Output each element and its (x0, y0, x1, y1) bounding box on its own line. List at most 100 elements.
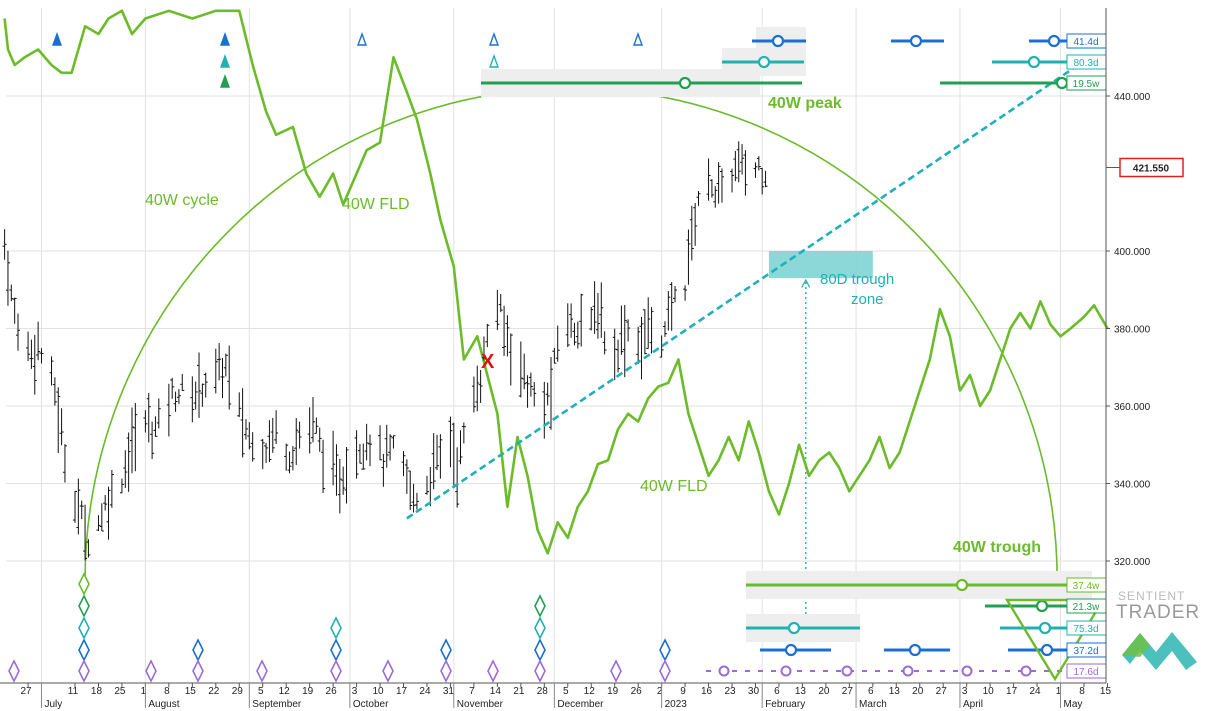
trough-diamond-icon (256, 659, 268, 683)
y-tick-label: 320.000 (1114, 557, 1151, 568)
x-tick-label: 22 (208, 686, 220, 697)
x-tick-label: 10 (983, 686, 995, 697)
brand-line-1: SENTIENT (1118, 589, 1185, 603)
trough-diamond-icon (8, 659, 20, 683)
phase-line-green-circle-icon (1035, 599, 1049, 613)
cycle-length-label: 37.4w (1073, 581, 1100, 592)
x-tick-label: 12 (584, 686, 596, 697)
x-tick-label: 8 (1079, 686, 1085, 697)
peak-triangle-icon (220, 53, 230, 68)
axes: 320.000 340.000 360.000 380.000 400.000 440.0… (0, 8, 1184, 710)
trough-diamond-icon (534, 616, 546, 640)
x-tick-label: 13 (795, 686, 807, 697)
trough-projection-triangle (1004, 598, 1106, 682)
cycle-length-label: 41.4d (1073, 37, 1098, 48)
fld-label-upper: 40W FLD (342, 196, 410, 213)
peak-triangle-icon (52, 31, 62, 46)
x-tick-label: 31 (443, 686, 455, 697)
peak-triangle-icon (357, 31, 367, 46)
x-tick-label: 11 (68, 686, 79, 697)
x-tick-label: 26 (326, 686, 338, 697)
peak-label: 40W peak (768, 95, 842, 112)
phase-line-teal-circle-icon (757, 55, 771, 69)
phase-circle-purple-icon (902, 665, 914, 677)
cycle-label: 40W cycle (145, 192, 219, 209)
month-label: July (44, 699, 62, 710)
trough-zone-label: 80D trough (820, 271, 894, 288)
y-tick-label: 400.000 (1114, 247, 1151, 258)
trough-diamond-icon (534, 594, 546, 618)
phase-line-blue-circle-icon (1047, 34, 1061, 48)
x-tick-label: 13 (889, 686, 901, 697)
x-tick-label: 1 (141, 686, 147, 697)
x-tick-label: 25 (114, 686, 126, 697)
phase-line-blue-circle-icon (784, 643, 798, 657)
trough-zone (768, 251, 873, 620)
peak-triangle-icon (633, 31, 643, 46)
x-tick-label: 21 (513, 686, 525, 697)
trough-diamond-icon (659, 659, 671, 683)
trough-diamond-icon (487, 659, 499, 683)
x-tick-label: 27 (936, 686, 948, 697)
x-tick-label: 20 (912, 686, 924, 697)
phase-line-teal-circle-icon (1027, 55, 1041, 69)
x-tick-label: 12 (279, 686, 291, 697)
trough-diamond-icon (78, 594, 90, 618)
cycle-length-label: 37.2d (1073, 646, 1098, 657)
trough-diamond-icon (330, 616, 342, 640)
x-tick-label: 5 (563, 686, 569, 697)
phase-circle-purple-icon (1020, 665, 1032, 677)
month-label: October (353, 699, 389, 710)
phase-line-blue-circle-icon (1040, 643, 1054, 657)
phase-line-teal-circle-icon (787, 621, 801, 635)
x-tick-label: 15 (1100, 686, 1112, 697)
cross-marker: X (481, 351, 495, 373)
x-tick-label: 7 (469, 686, 475, 697)
y-tick-label: 340.000 (1114, 480, 1151, 491)
trough-diamond-icon (610, 659, 622, 683)
peak-triangle-icon (489, 53, 499, 68)
x-tick-label: 17 (1006, 686, 1018, 697)
x-tick-label: 8 (164, 686, 170, 697)
annotations: 40W cycle 40W FLD 40W FLD 40W peak 40W troug… (145, 95, 1041, 556)
x-tick-label: 20 (818, 686, 830, 697)
cycle-length-label: 75.3d (1073, 624, 1098, 635)
trendline (406, 60, 1085, 520)
x-tick-label: 19 (302, 686, 314, 697)
phase-line-green-circle-icon (678, 76, 692, 90)
x-tick-label: 24 (419, 686, 431, 697)
peak-triangle-icon (220, 73, 230, 88)
x-tick-label: 28 (537, 686, 549, 697)
x-tick-label: 29 (232, 686, 244, 697)
x-tick-label: 26 (631, 686, 643, 697)
phase-line-blue-circle-icon (771, 34, 785, 48)
trough-zone-label: zone (851, 291, 884, 308)
trough-label: 40W trough (953, 539, 1041, 556)
x-tick-label: 27 (842, 686, 854, 697)
trough-diamond-icon (78, 616, 90, 640)
trough-diamond-icon (534, 659, 546, 683)
month-label: August (148, 699, 179, 710)
last-price-label: 421.550 (1133, 163, 1170, 174)
month-label: May (1064, 699, 1083, 710)
x-tick-label: 3 (962, 686, 968, 697)
trough-diamond-icon (330, 659, 342, 683)
month-label: November (457, 699, 504, 710)
peak-triangle-icon (220, 31, 230, 46)
trough-zone-arrow (801, 278, 811, 288)
price-bars (2, 141, 768, 561)
x-tick-label: 3 (352, 686, 358, 697)
month-label: September (252, 699, 302, 710)
cycle-length-label: 19.5w (1073, 79, 1100, 90)
x-tick-label: 6 (868, 686, 874, 697)
phase-line-teal-circle-icon (1038, 621, 1052, 635)
phase-line-green-circle-icon (1055, 76, 1069, 90)
month-label: March (859, 699, 887, 710)
x-tick-label: 5 (258, 686, 264, 697)
y-tick-label: 440.000 (1114, 92, 1151, 103)
x-tick-label: 6 (774, 686, 780, 697)
x-tick-label: 23 (724, 686, 736, 697)
phase-line-blue-circle-icon (908, 643, 922, 657)
x-tick-label: 1 (1056, 686, 1062, 697)
